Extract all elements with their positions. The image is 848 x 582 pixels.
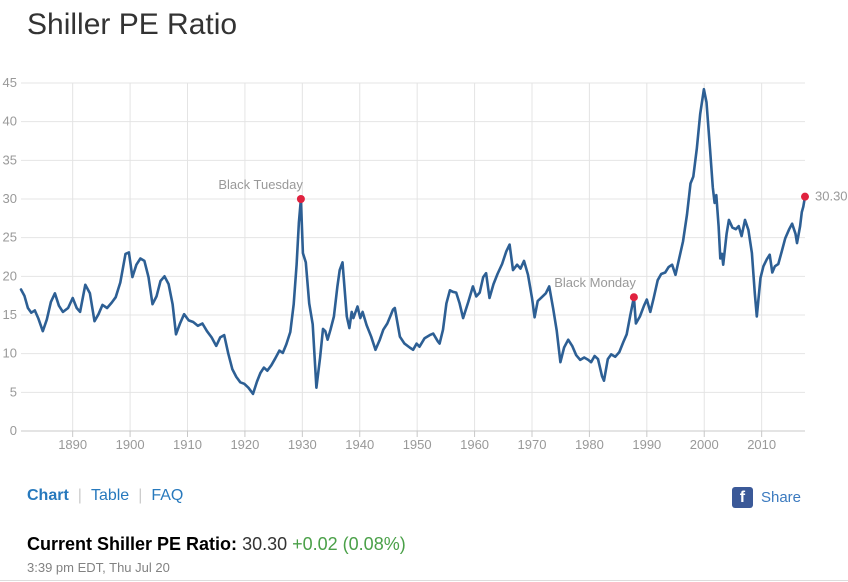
current-ratio-value: 30.30 — [242, 534, 288, 554]
x-tick-label: 1910 — [173, 437, 202, 452]
facebook-share-button[interactable]: f Share — [731, 487, 801, 508]
share-label: Share — [760, 489, 801, 506]
y-tick-label: 30 — [3, 191, 17, 206]
x-tick-label: 1960 — [460, 437, 489, 452]
shiller-pe-chart: 0 5 10 15 20 25 30 35 40 45 1890 1900 1910 1920 1930 19… — [0, 62, 848, 462]
tab-chart[interactable]: Chart — [27, 487, 69, 504]
x-tick-label: 1980 — [575, 437, 604, 452]
tab-faq[interactable]: FAQ — [151, 487, 184, 504]
chart-tabs: Chart | Table | FAQ — [27, 487, 183, 505]
timestamp: 3:39 pm EDT, Thu Jul 20 — [27, 560, 170, 575]
tab-table[interactable]: Table — [90, 487, 130, 504]
annotation-label: Black Tuesday — [218, 177, 303, 192]
current-ratio-label: Current Shiller PE Ratio: — [27, 534, 238, 554]
x-tick-label: 1950 — [403, 437, 432, 452]
tab-separator: | — [138, 487, 143, 504]
x-tick-label: 1940 — [345, 437, 374, 452]
x-tick-label: 1920 — [230, 437, 259, 452]
x-tick-label: 2010 — [747, 437, 776, 452]
current-ratio-line: Current Shiller PE Ratio: 30.30 +0.02 (0… — [27, 534, 406, 555]
y-tick-label: 10 — [3, 346, 17, 361]
event-marker-dot — [296, 195, 305, 203]
current-ratio-change: +0.02 (0.08%) — [292, 534, 406, 554]
shiller-pe-line — [19, 87, 807, 396]
bottom-divider — [0, 580, 848, 581]
page-title: Shiller PE Ratio — [27, 8, 238, 41]
annotation-label: Black Monday — [554, 275, 636, 290]
y-tick-label: 20 — [3, 268, 17, 283]
x-tick-label: 1990 — [632, 437, 661, 452]
tab-separator: | — [77, 487, 82, 504]
y-tick-label: 35 — [3, 152, 17, 167]
y-tick-label: 40 — [3, 114, 17, 129]
y-tick-label: 0 — [10, 423, 17, 438]
x-tick-label: 2000 — [690, 437, 719, 452]
x-tick-label: 1900 — [116, 437, 145, 452]
line-chart-canvas[interactable]: 0 5 10 15 20 25 30 35 40 45 1890 1900 1910 1920 1930 19… — [0, 62, 848, 462]
y-tick-label: 45 — [3, 75, 17, 90]
y-tick-label: 5 — [10, 384, 17, 399]
facebook-icon: f — [731, 487, 753, 508]
x-tick-label: 1890 — [58, 437, 87, 452]
event-marker-dot — [801, 192, 809, 201]
x-tick-label: 1970 — [518, 437, 547, 452]
y-tick-label: 15 — [3, 307, 17, 322]
annotation-label: 30.30 — [815, 189, 848, 204]
y-tick-label: 25 — [3, 230, 17, 245]
x-tick-label: 1930 — [288, 437, 317, 452]
event-marker-dot — [629, 293, 638, 302]
